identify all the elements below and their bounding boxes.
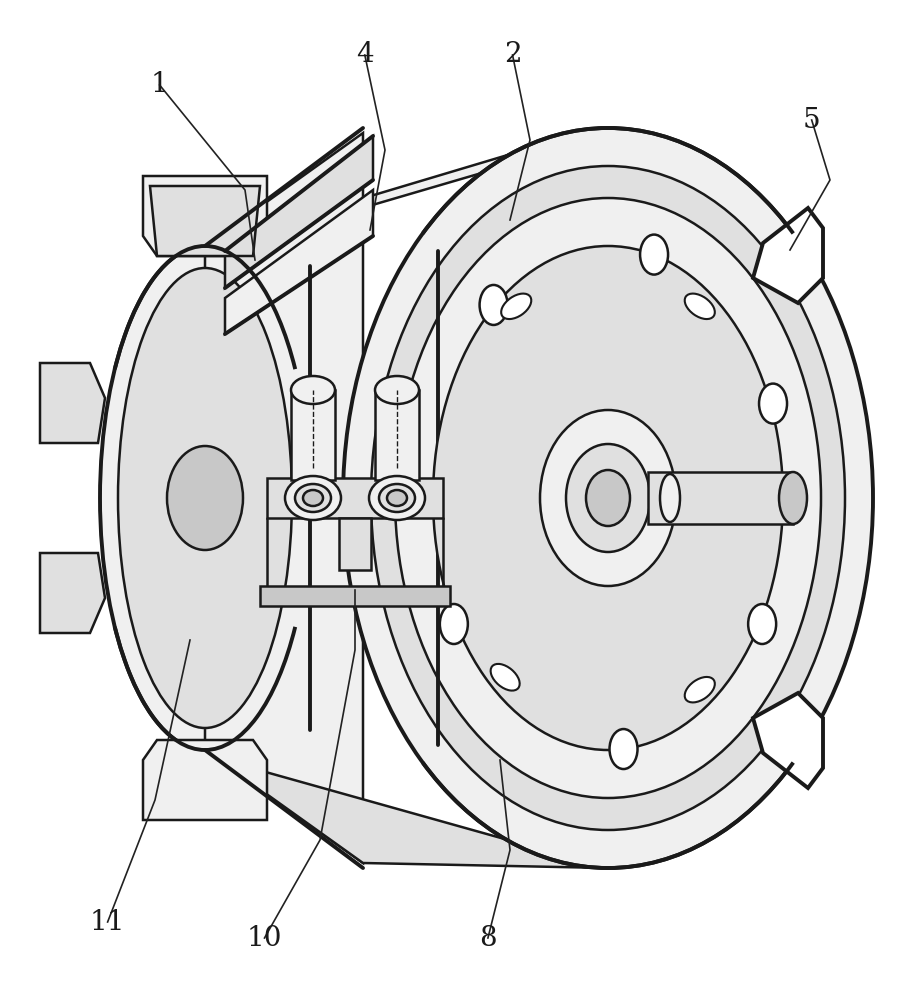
Ellipse shape: [343, 128, 872, 868]
Ellipse shape: [747, 604, 775, 644]
Polygon shape: [225, 136, 373, 288]
Polygon shape: [374, 390, 418, 480]
Ellipse shape: [386, 490, 406, 506]
Polygon shape: [260, 586, 449, 606]
Ellipse shape: [566, 444, 650, 552]
Ellipse shape: [609, 729, 637, 769]
Ellipse shape: [379, 484, 415, 512]
Ellipse shape: [371, 166, 844, 830]
Ellipse shape: [118, 268, 292, 728]
Ellipse shape: [539, 410, 675, 586]
Polygon shape: [339, 518, 371, 570]
Polygon shape: [40, 363, 105, 443]
Ellipse shape: [660, 474, 680, 522]
Ellipse shape: [640, 235, 668, 275]
Text: 10: 10: [247, 924, 281, 952]
Text: 2: 2: [503, 41, 521, 68]
Polygon shape: [752, 693, 822, 788]
Polygon shape: [205, 133, 363, 863]
Ellipse shape: [374, 376, 418, 404]
Ellipse shape: [778, 472, 806, 524]
Ellipse shape: [758, 384, 786, 424]
Text: 4: 4: [355, 41, 374, 68]
Polygon shape: [752, 208, 822, 303]
Ellipse shape: [439, 604, 467, 644]
Ellipse shape: [501, 294, 531, 319]
Ellipse shape: [684, 294, 714, 319]
Ellipse shape: [490, 664, 519, 691]
Ellipse shape: [302, 490, 322, 506]
Polygon shape: [267, 478, 443, 518]
Ellipse shape: [294, 484, 331, 512]
Ellipse shape: [167, 446, 242, 550]
Polygon shape: [205, 128, 608, 254]
Polygon shape: [648, 472, 793, 524]
Text: 11: 11: [90, 908, 125, 936]
Ellipse shape: [100, 246, 310, 750]
Polygon shape: [143, 740, 267, 820]
Ellipse shape: [479, 285, 507, 325]
Ellipse shape: [586, 470, 630, 526]
Ellipse shape: [369, 476, 425, 520]
Ellipse shape: [284, 476, 341, 520]
Ellipse shape: [394, 198, 820, 798]
Polygon shape: [205, 750, 608, 868]
Text: 1: 1: [150, 72, 169, 99]
Polygon shape: [143, 176, 267, 256]
Polygon shape: [149, 186, 260, 256]
Ellipse shape: [291, 376, 334, 404]
Ellipse shape: [433, 246, 783, 750]
Text: 5: 5: [802, 106, 820, 133]
Polygon shape: [225, 190, 373, 334]
Ellipse shape: [684, 677, 714, 702]
Text: 8: 8: [478, 924, 496, 952]
Polygon shape: [291, 390, 334, 480]
Polygon shape: [40, 553, 105, 633]
